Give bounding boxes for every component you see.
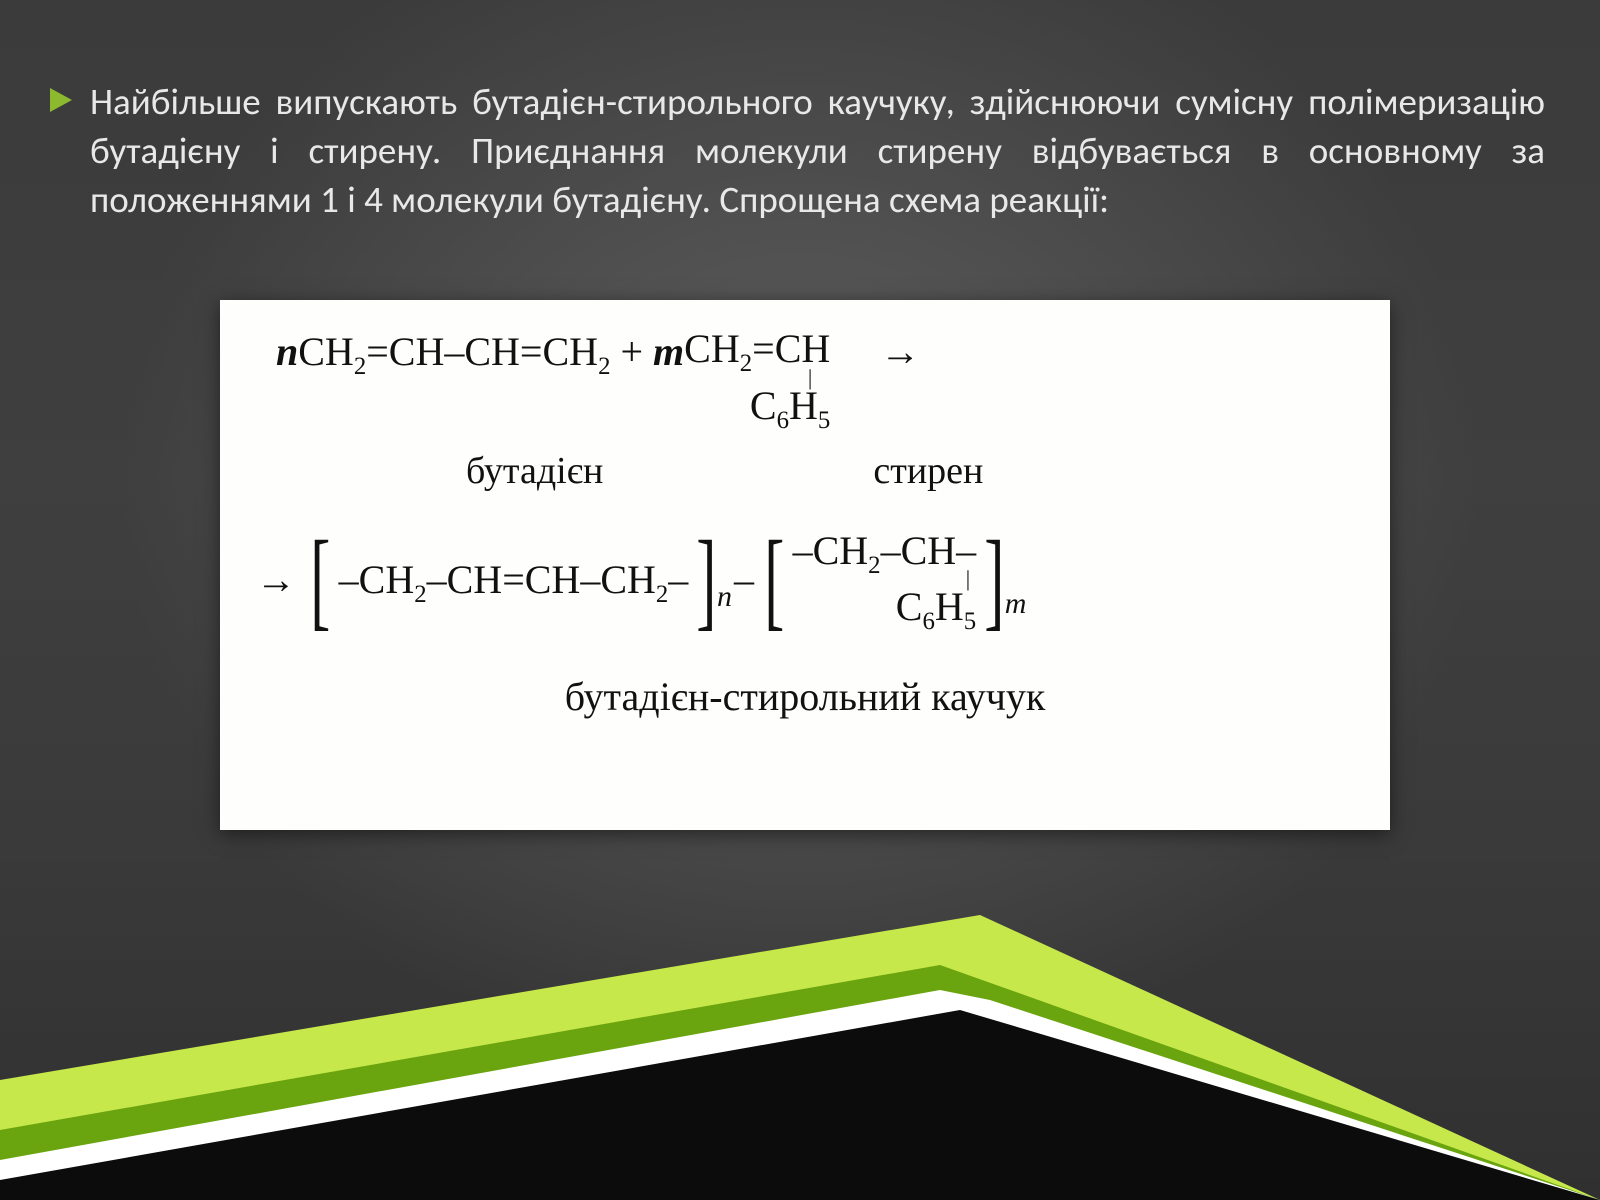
- butadiene-coef: n: [276, 328, 298, 375]
- poly-styrene-formula: –CH2–CH– | C6H5: [793, 531, 977, 626]
- bullet-triangle-icon: [50, 88, 72, 112]
- styrene-top: CH2=CH: [684, 328, 830, 370]
- poly-styrene-unit: [ –CH2–CH– | C6H5 ] m: [756, 531, 1027, 626]
- label-styrene: стирен: [873, 449, 983, 493]
- left-bracket-icon: [: [310, 538, 330, 621]
- subscript-m: m: [1005, 587, 1027, 621]
- styrene-phenyl: C6H5: [750, 385, 830, 427]
- left-bracket-icon: [: [764, 538, 784, 621]
- reactants-row: n CH2=CH–CH=CH2 + m CH2=CH | C6H5 →: [276, 328, 1354, 427]
- right-bracket-icon: ]: [984, 538, 1004, 621]
- bullet-row: Найбільше випускають бутадієн-стирольног…: [50, 78, 1545, 224]
- poly-butadiene-formula: –CH2–CH=CH–CH2–: [339, 556, 689, 603]
- link-dash: –: [732, 556, 756, 603]
- arrow-icon: →: [830, 328, 920, 375]
- slide-content: Найбільше випускають бутадієн-стирольног…: [50, 78, 1545, 224]
- poly-styrene-top: –CH2–CH–: [793, 531, 977, 571]
- plus-sign: +: [610, 328, 653, 375]
- poly-styrene-phenyl: C6H5: [896, 587, 976, 627]
- paragraph-text: Найбільше випускають бутадієн-стирольног…: [90, 78, 1545, 224]
- poly-styrene-bond: |: [966, 571, 976, 586]
- styrene-coef: m: [653, 328, 684, 375]
- product-label: бутадієн-стирольний каучук: [256, 673, 1354, 720]
- butadiene-formula: CH2=CH–CH=CH2: [298, 328, 610, 375]
- reactant-labels: бутадієн стирен: [256, 449, 1354, 493]
- styrene-formula: CH2=CH | C6H5: [684, 328, 830, 427]
- arrow-icon: →: [256, 556, 302, 603]
- label-butadiene: бутадієн: [466, 449, 603, 493]
- decorative-diagonal-stripes: [0, 870, 1600, 1200]
- product-row: → [ –CH2–CH=CH–CH2– ] n – [ –CH2–CH– | C…: [256, 531, 1354, 626]
- reaction-scheme-box: n CH2=CH–CH=CH2 + m CH2=CH | C6H5 → бута…: [220, 300, 1390, 830]
- right-bracket-icon: ]: [697, 538, 717, 621]
- subscript-n: n: [717, 580, 732, 614]
- poly-butadiene-unit: [ –CH2–CH=CH–CH2– ] n: [302, 538, 732, 621]
